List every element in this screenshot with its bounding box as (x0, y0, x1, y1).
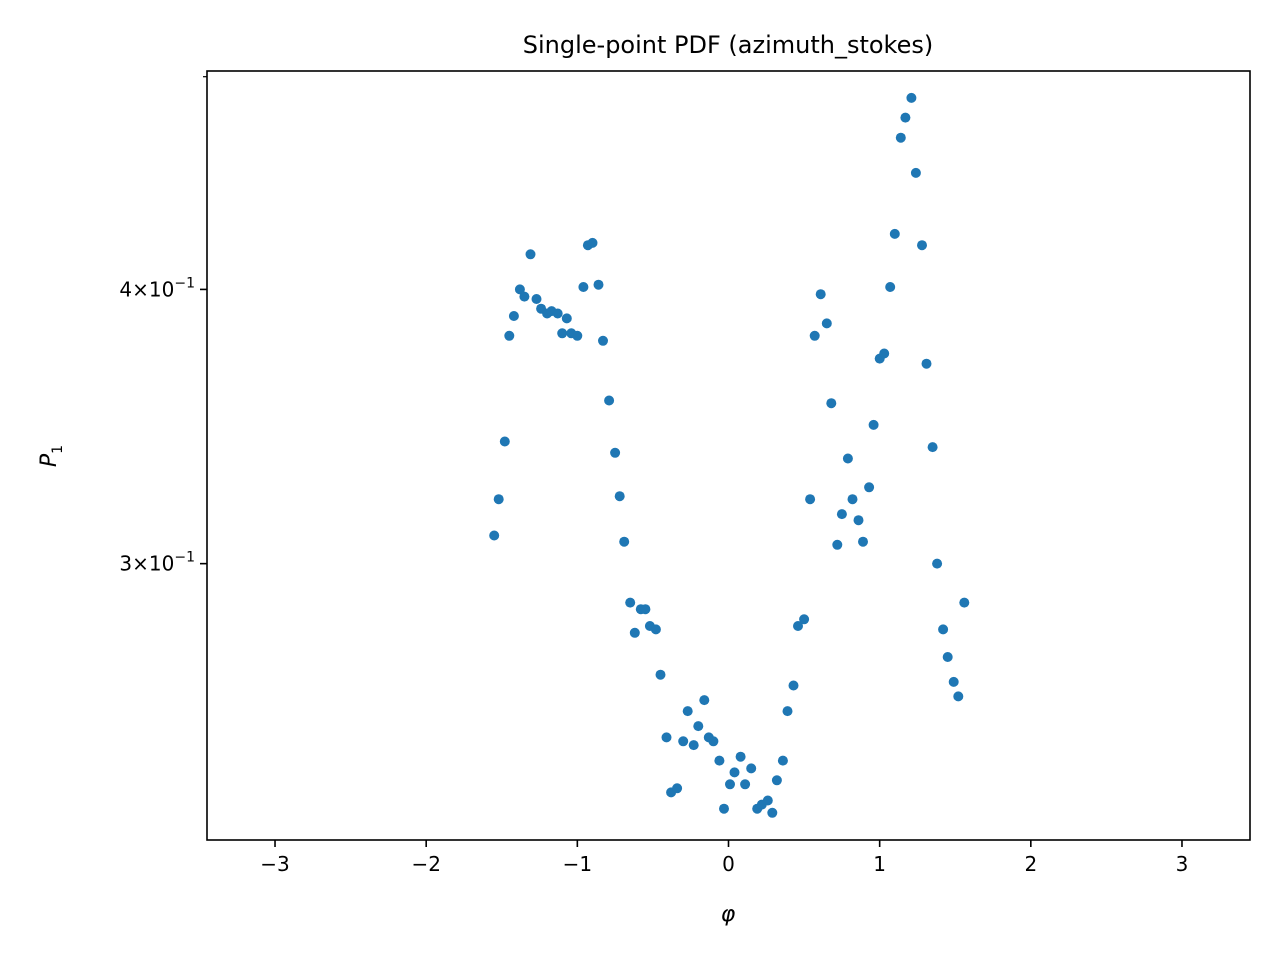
data-point (725, 779, 735, 790)
data-point (708, 736, 719, 747)
x-tick-label: −1 (563, 852, 592, 876)
data-point (809, 330, 820, 341)
data-point (771, 775, 782, 786)
data-point (578, 282, 589, 292)
data-point (921, 358, 932, 369)
data-point (682, 706, 693, 717)
scatter-points (489, 92, 970, 818)
data-point (799, 614, 810, 625)
data-point (678, 736, 689, 747)
data-point (900, 112, 911, 123)
data-point (557, 328, 568, 339)
data-point (788, 680, 799, 691)
data-point (614, 491, 625, 502)
y-tick-label: 3×10−1 (119, 550, 195, 576)
data-point (938, 624, 949, 635)
data-point (746, 763, 757, 774)
data-point (793, 621, 803, 631)
data-point (593, 279, 604, 290)
data-point (762, 795, 773, 806)
data-point (640, 604, 651, 615)
data-point (895, 132, 906, 143)
data-point (959, 597, 970, 608)
data-point (879, 348, 890, 359)
data-point (767, 807, 778, 818)
data-point (610, 447, 621, 458)
data-point (932, 558, 943, 569)
data-point (885, 282, 896, 292)
data-point (625, 597, 636, 608)
data-point (489, 530, 500, 541)
data-point (917, 240, 927, 251)
data-point (672, 783, 683, 794)
data-point (782, 706, 793, 717)
data-point (661, 732, 672, 743)
y-axis-label-subscript: 1 (50, 445, 66, 454)
data-point (910, 167, 921, 178)
data-point (572, 330, 583, 341)
data-point (598, 335, 608, 346)
data-point (868, 419, 879, 430)
y-axis: 3×10−1 4×10−1 (119, 76, 207, 576)
data-point (519, 291, 530, 302)
data-point (826, 398, 837, 409)
data-point (552, 308, 563, 319)
data-point (948, 676, 959, 687)
data-point (777, 755, 788, 766)
data-point (805, 494, 816, 505)
data-point (836, 509, 847, 520)
x-axis: −3 −2 −1 0 1 2 3 (260, 840, 1188, 876)
data-point (699, 695, 710, 706)
data-point (493, 494, 504, 505)
x-tick-label: 1 (873, 852, 886, 876)
data-point (847, 494, 858, 505)
data-point (740, 779, 751, 790)
data-point (587, 237, 598, 248)
data-point (655, 669, 666, 680)
data-point (714, 755, 725, 766)
data-point (889, 228, 900, 239)
x-tick-label: −3 (260, 852, 289, 876)
data-point (729, 767, 740, 778)
data-point (735, 751, 746, 762)
data-point (853, 515, 864, 526)
data-point (719, 803, 729, 814)
x-tick-label: −2 (411, 852, 440, 876)
data-point (942, 652, 953, 662)
y-axis-label-base: P (37, 453, 62, 467)
x-tick-label: 2 (1024, 852, 1037, 876)
data-point (504, 330, 515, 341)
y-tick-label: 4×10−1 (119, 275, 195, 301)
data-point (619, 536, 630, 547)
x-axis-label: φ (721, 902, 736, 927)
data-point (927, 442, 938, 453)
data-point (858, 536, 868, 547)
data-point (525, 249, 536, 260)
data-point (531, 294, 542, 304)
data-point (906, 92, 917, 103)
data-point (514, 284, 525, 295)
x-tick-label: 0 (722, 852, 735, 876)
data-point (650, 624, 661, 635)
data-point (693, 721, 704, 732)
data-point (815, 289, 826, 300)
chart-title: Single-point PDF (azimuth_stokes) (523, 31, 933, 59)
data-point (561, 313, 572, 324)
data-point (864, 482, 875, 493)
data-point (821, 318, 832, 329)
data-point (629, 627, 640, 638)
data-point (688, 740, 699, 751)
data-point (499, 436, 510, 447)
y-axis-label: P1 (37, 445, 66, 467)
data-point (508, 311, 519, 321)
data-point (604, 395, 615, 406)
data-point (832, 539, 843, 550)
data-point (842, 453, 853, 464)
data-point (953, 691, 964, 702)
x-tick-label: 3 (1176, 852, 1189, 876)
